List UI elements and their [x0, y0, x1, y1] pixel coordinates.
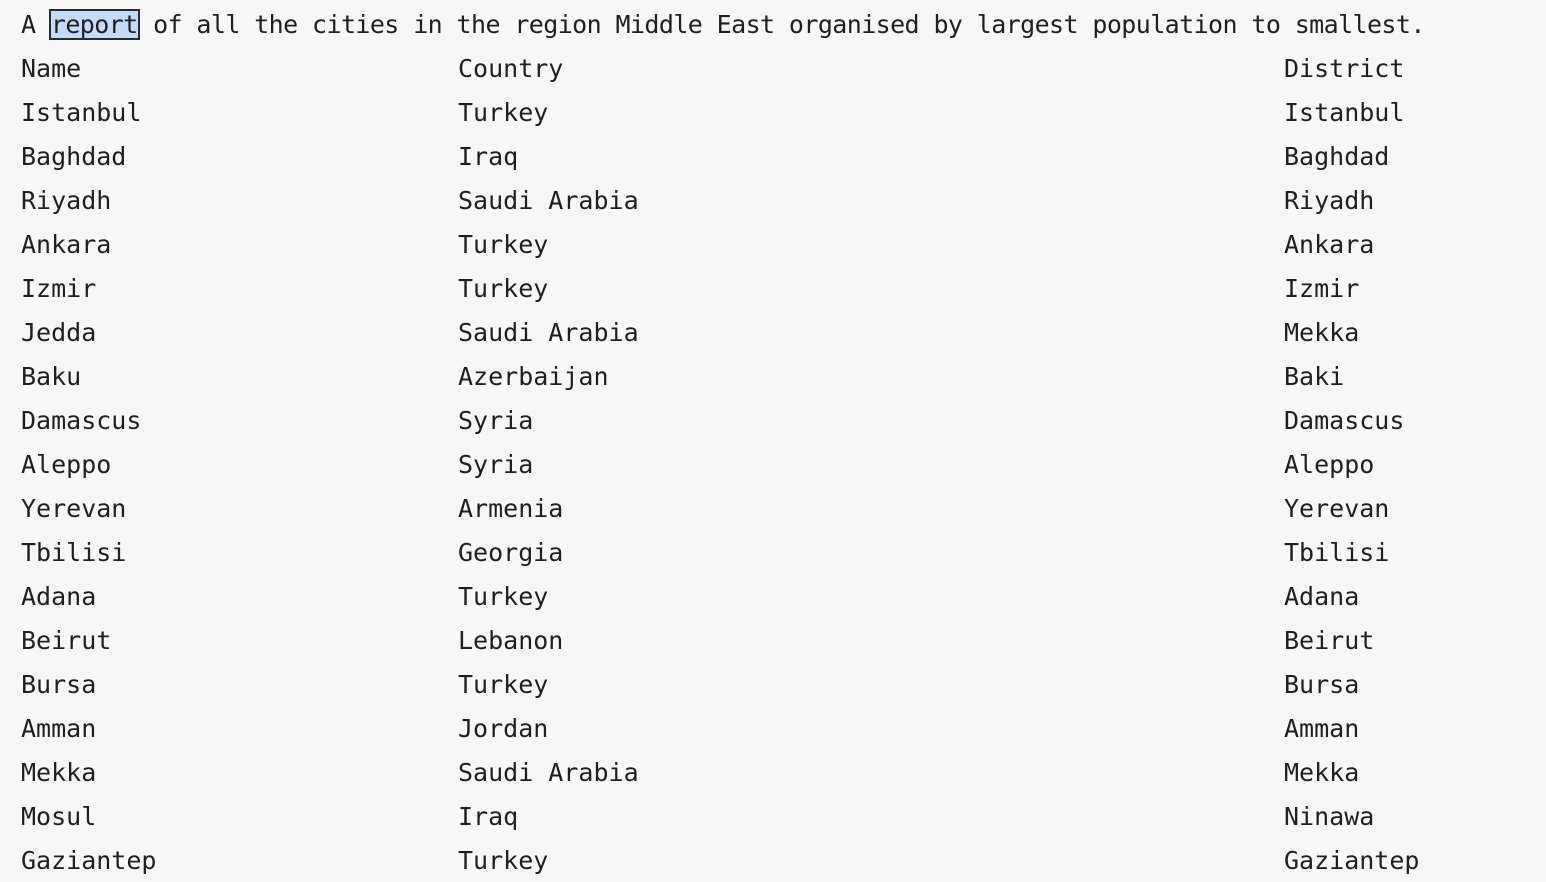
cell-name: Jedda — [21, 318, 97, 347]
table-row: Istanbul Turkey Istanbul — [0, 91, 1546, 135]
cell-country: Syria — [458, 406, 534, 435]
cell-district: Damascus — [1284, 406, 1405, 435]
cell-district: Baghdad — [1284, 142, 1390, 171]
table-row: Beirut Lebanon Beirut — [0, 619, 1546, 663]
table-row: Amman Jordan Amman — [0, 707, 1546, 751]
cell-name: Izmir — [21, 274, 97, 303]
cell-country: Turkey — [458, 274, 549, 303]
table-row: Ankara Turkey Ankara — [0, 223, 1546, 267]
title-prefix: A — [21, 10, 50, 39]
cell-country: Azerbaijan — [458, 362, 609, 391]
cell-district: Bursa — [1284, 670, 1360, 699]
cell-country: Georgia — [458, 538, 564, 567]
cell-district: Yerevan — [1284, 494, 1390, 523]
cell-name: Baku — [21, 362, 82, 391]
report-title: A report of all the cities in the region… — [21, 3, 1546, 47]
table-row: Mosul Iraq Ninawa — [0, 795, 1546, 839]
cell-name: Baghdad — [21, 142, 127, 171]
cell-district: Mekka — [1284, 318, 1360, 347]
cell-country: Saudi Arabia — [458, 318, 639, 347]
header-district: District — [1284, 54, 1405, 83]
cell-district: Ninawa — [1284, 802, 1375, 831]
cell-name: Yerevan — [21, 494, 127, 523]
table-row: Baghdad Iraq Baghdad — [0, 135, 1546, 179]
cell-name: Bursa — [21, 670, 97, 699]
table-row: Tbilisi Georgia Tbilisi — [0, 531, 1546, 575]
table-row: Mekka Saudi Arabia Mekka — [0, 751, 1546, 795]
cell-district: Tbilisi — [1284, 538, 1390, 567]
cell-district: Gaziantep — [1284, 846, 1420, 875]
cell-name: Mosul — [21, 802, 97, 831]
cell-name: Aleppo — [21, 450, 112, 479]
cell-name: Gaziantep — [21, 846, 157, 875]
cell-name: Mekka — [21, 758, 97, 787]
cell-name: Riyadh — [21, 186, 112, 215]
table-row: Riyadh Saudi Arabia Riyadh — [0, 179, 1546, 223]
cell-district: Baki — [1284, 362, 1345, 391]
cell-name: Tbilisi — [21, 538, 127, 567]
cell-country: Turkey — [458, 582, 549, 611]
header-country: Country — [458, 54, 564, 83]
cell-country: Turkey — [458, 846, 549, 875]
cell-district: Mekka — [1284, 758, 1360, 787]
cell-name: Ankara — [21, 230, 112, 259]
cell-name: Beirut — [21, 626, 112, 655]
cell-country: Saudi Arabia — [458, 186, 639, 215]
header-name: Name — [21, 54, 82, 83]
table-header-row: Name Country District — [0, 47, 1546, 91]
cell-country: Turkey — [458, 98, 549, 127]
cell-country: Syria — [458, 450, 534, 479]
table-row: Baku Azerbaijan Baki — [0, 355, 1546, 399]
cell-district: Ankara — [1284, 230, 1375, 259]
cell-name: Damascus — [21, 406, 142, 435]
table-row: Izmir Turkey Izmir — [0, 267, 1546, 311]
table-row: Adana Turkey Adana — [0, 575, 1546, 619]
cell-district: Izmir — [1284, 274, 1360, 303]
cell-country: Lebanon — [458, 626, 564, 655]
table-row: Gaziantep Turkey Gaziantep — [0, 839, 1546, 882]
selected-word-highlight[interactable]: report — [48, 9, 140, 40]
cell-country: Iraq — [458, 802, 519, 831]
cell-country: Iraq — [458, 142, 519, 171]
cell-district: Beirut — [1284, 626, 1375, 655]
cell-name: Amman — [21, 714, 97, 743]
cell-district: Istanbul — [1284, 98, 1405, 127]
table-row: Aleppo Syria Aleppo — [0, 443, 1546, 487]
cell-district: Adana — [1284, 582, 1360, 611]
table-row: Bursa Turkey Bursa — [0, 663, 1546, 707]
cell-country: Turkey — [458, 230, 549, 259]
table-row: Yerevan Armenia Yerevan — [0, 487, 1546, 531]
cell-country: Turkey — [458, 670, 549, 699]
table-row: Jedda Saudi Arabia Mekka — [0, 311, 1546, 355]
cell-district: Amman — [1284, 714, 1360, 743]
cell-name: Adana — [21, 582, 97, 611]
cell-country: Jordan — [458, 714, 549, 743]
cell-country: Armenia — [458, 494, 564, 523]
title-suffix: of all the cities in the region Middle E… — [138, 10, 1425, 39]
table-row: Damascus Syria Damascus — [0, 399, 1546, 443]
cell-district: Aleppo — [1284, 450, 1375, 479]
cell-district: Riyadh — [1284, 186, 1375, 215]
cell-country: Saudi Arabia — [458, 758, 639, 787]
cell-name: Istanbul — [21, 98, 142, 127]
